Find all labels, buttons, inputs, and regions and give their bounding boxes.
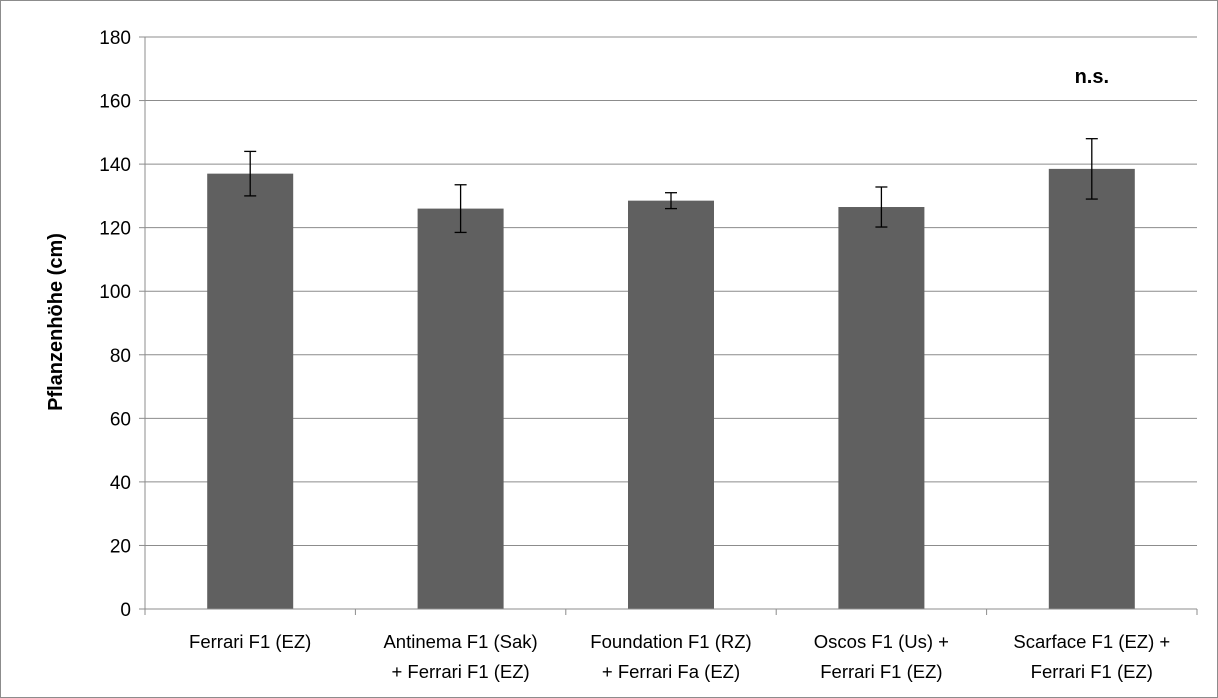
bar: [207, 173, 294, 609]
y-tick-label: 0: [120, 600, 131, 621]
error-bar: [244, 150, 257, 197]
y-tick-label: 120: [99, 219, 131, 240]
x-tick-label: Ferrari F1 (EZ): [1031, 661, 1153, 682]
y-tick-label: 100: [99, 282, 131, 303]
error-bar: [875, 186, 888, 228]
y-tick-label: 60: [110, 409, 131, 430]
bars: [207, 168, 1135, 609]
error-bar: [1085, 138, 1098, 200]
error-bar: [665, 192, 677, 210]
y-tick-label: 40: [110, 473, 131, 494]
y-tick-label: 160: [99, 92, 131, 113]
bar: [1048, 168, 1135, 609]
y-tick-labels: 0 20 40 60 80 100 120 140 160 180: [99, 28, 131, 621]
y-tick-label: 20: [110, 536, 131, 557]
y-tick-label: 80: [110, 346, 131, 367]
error-bars: [244, 138, 1098, 234]
x-tick-label: Oscos F1 (Us) +: [814, 631, 949, 652]
x-tick-label: Ferrari F1 (EZ): [189, 631, 311, 652]
x-tick-label: Scarface F1 (EZ) +: [1013, 631, 1170, 652]
annotation-ns: n.s.: [1075, 66, 1109, 88]
bar: [628, 200, 714, 609]
x-tick-label: Ferrari F1 (EZ): [820, 661, 942, 682]
x-tick-label: + Ferrari F1 (EZ): [391, 661, 529, 682]
x-tick-labels: Ferrari F1 (EZ) Antinema F1 (Sak) + Ferrar…: [189, 631, 1170, 682]
axes: [139, 36, 1198, 615]
x-tick-label: Antinema F1 (Sak): [383, 631, 537, 652]
y-tick-label: 180: [99, 28, 131, 49]
y-tick-label: 140: [99, 155, 131, 176]
y-axis-label: Pflanzenhöhe (cm): [45, 233, 67, 411]
error-bar: [454, 184, 467, 234]
x-tick-label: Foundation F1 (RZ): [590, 631, 751, 652]
bar: [417, 208, 504, 609]
x-tick-label: + Ferrari Fa (EZ): [602, 661, 740, 682]
bar: [838, 207, 925, 609]
